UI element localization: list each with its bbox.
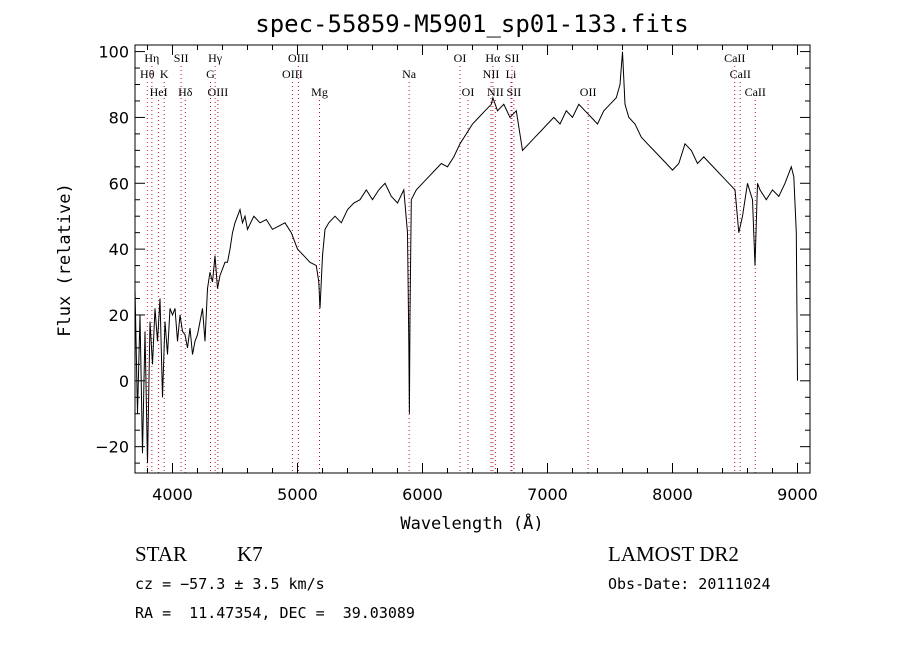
line-label-18: Li — [506, 67, 517, 81]
x-tick-label-1: 5000 — [277, 485, 318, 504]
line-label-12: Na — [402, 67, 417, 81]
line-label-21: OII — [580, 85, 597, 99]
line-label-2: K — [160, 67, 169, 81]
object-class: STAR — [135, 542, 187, 566]
line-label-10: OIII — [282, 67, 303, 81]
line-label-24: CaII — [745, 85, 766, 99]
y-tick-label-1: 0 — [119, 372, 129, 391]
line-label-4: SII — [174, 51, 189, 65]
plot-frame — [134, 44, 811, 474]
x-tick-label-3: 7000 — [527, 485, 568, 504]
axis-ticks: 4000 5000 6000 7000 8000 9000 −20 0 20 40 60 80 100 — [95, 43, 818, 504]
x-axis-label: Wavelength (Å) — [400, 512, 543, 534]
observation-date: Obs-Date: 20111024 — [608, 575, 771, 593]
line-label-0: Hη — [144, 51, 159, 65]
y-tick-label-2: 20 — [109, 306, 129, 325]
line-label-20: SII — [507, 85, 522, 99]
x-tick-label-2: 6000 — [402, 485, 443, 504]
line-label-15: Hα — [485, 51, 501, 65]
survey-name: LAMOST DR2 — [608, 542, 739, 566]
x-tick-label-5: 9000 — [777, 485, 818, 504]
line-label-16: SII — [505, 51, 520, 65]
line-label-5: Hδ — [178, 85, 193, 99]
x-tick-label-0: 4000 — [152, 485, 193, 504]
line-label-7: G — [206, 67, 215, 81]
line-label-8: OIII — [208, 85, 229, 99]
chart-title: spec-55859-M5901_sp01-133.fits — [255, 10, 688, 38]
line-markers — [146, 66, 756, 473]
y-tick-label-0: −20 — [95, 438, 129, 457]
line-label-11: Mg — [311, 85, 328, 99]
line-label-19: NII — [487, 85, 504, 99]
y-tick-label-3: 40 — [109, 240, 129, 259]
line-label-22: CaII — [724, 51, 745, 65]
line-label-23: CaII — [730, 67, 751, 81]
y-axis-label: Flux (relative) — [55, 183, 75, 337]
y-tick-label-5: 80 — [109, 108, 129, 127]
line-labels: Hη Hθ K HeI SII Hδ Hγ G OIII OIII OIII Mg Na OI OI Hα SI… — [140, 51, 766, 99]
object-subclass: K7 — [237, 542, 263, 566]
line-label-13: OI — [454, 51, 467, 65]
line-label-14: OI — [462, 85, 475, 99]
line-label-9: OIII — [288, 51, 309, 65]
coordinates: RA = 11.47354, DEC = 39.03089 — [135, 604, 415, 622]
info-panel: STAR K7 LAMOST DR2 cz = −57.3 ± 3.5 km/s… — [135, 542, 771, 622]
line-label-3: HeI — [150, 85, 168, 99]
y-tick-label-6: 100 — [98, 43, 129, 62]
spectrum-series-line — [134, 51, 798, 464]
line-label-1: Hθ — [140, 67, 155, 81]
redshift-cz: cz = −57.3 ± 3.5 km/s — [135, 575, 325, 593]
line-label-6: Hγ — [208, 51, 223, 65]
y-tick-label-4: 60 — [109, 174, 129, 193]
x-tick-label-4: 8000 — [652, 485, 693, 504]
line-label-17: NII — [483, 67, 500, 81]
